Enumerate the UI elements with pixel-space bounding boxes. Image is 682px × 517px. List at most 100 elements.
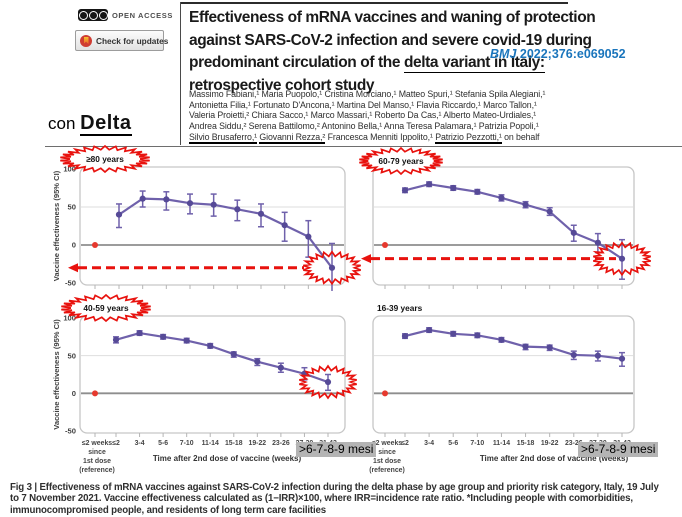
header-separator	[45, 146, 682, 147]
chart-panel-16-39-years: ≤23-45-67-1011-1415-1819-2223-2627-3031-…	[369, 303, 635, 474]
y-tick-label: 50	[68, 203, 76, 212]
x-tick-label: ≤2	[401, 440, 409, 447]
plot-box	[79, 315, 346, 434]
age-label-starburst	[359, 146, 443, 176]
authors-block: Massimo Fabiani,¹ Maria Puopolo,¹ Cristi…	[189, 89, 546, 144]
data-series	[401, 181, 626, 280]
x-tick-label: 23-26	[272, 440, 290, 447]
plot-box	[79, 166, 346, 286]
title-line-3: predominant circulation of the delta var…	[189, 54, 545, 73]
last-point-starburst	[302, 250, 362, 286]
age-group-label: 60-79 years	[378, 156, 424, 166]
paper-title: Effectiveness of mRNA vaccines and wanin…	[189, 7, 596, 97]
reference-dot	[92, 242, 98, 248]
arrowhead-left-icon	[68, 263, 78, 273]
reference-tick-label: (reference)	[79, 467, 115, 474]
x-tick-label: 3-4	[424, 440, 434, 447]
author-line: Antonietta Filia,¹ Fortunato D'Ancona,¹ …	[189, 99, 537, 110]
x-tick-label: 11-14	[493, 440, 510, 447]
x-tick-label: ≤2	[112, 440, 120, 447]
y-axis-title: Vaccine effectiveness (95% CI)	[52, 319, 61, 430]
reference-dot	[92, 390, 98, 397]
open-access-badge: OPEN ACCESS	[78, 9, 173, 21]
y-tick-label: 100	[63, 314, 76, 323]
y-tick-label: -50	[65, 427, 76, 436]
reference-tick-label: (reference)	[369, 467, 405, 474]
citation-reference: 2022;376:e069052	[516, 47, 626, 61]
x-tick-label: 15-18	[517, 440, 535, 447]
x-tick-label: 23-26	[565, 440, 583, 447]
figure-caption: Fig 3 | Effectiveness of mRNA vaccines a…	[10, 482, 659, 516]
months-highlight-right: >6-7-8-9 mesi	[578, 442, 659, 457]
reference-tick-label: since	[378, 449, 396, 456]
reference-tick-label: ≤2 weeks	[82, 440, 112, 447]
delta-highlight: Delta	[80, 112, 132, 136]
chart-panel--80-years: 100 50 0 -50 Vaccine effectiveness (95% CI) ≥…	[52, 144, 362, 291]
reference-tick-label: since	[88, 449, 106, 456]
y-tick-label: -50	[65, 279, 76, 288]
data-series	[112, 329, 332, 392]
x-axis-title: Time after 2nd dose of vaccine (weeks)	[480, 454, 629, 463]
title-underlined-phrase: delta variant in Italy:	[403, 54, 545, 73]
author-underlined: Silvio Brusaferro,¹	[189, 131, 258, 144]
x-tick-label: 15-18	[225, 440, 243, 447]
caption-line-1: Fig 3 | Effectiveness of mRNA vaccines a…	[10, 482, 659, 493]
y-tick-label: 0	[72, 389, 76, 398]
age-group-label: ≥80 years	[86, 154, 124, 164]
check-for-updates-button[interactable]: Check for updates	[75, 30, 168, 51]
chart-panel-60-79-years: 60-79 years	[359, 146, 652, 289]
author-underlined: Patrizio Pezzotti,¹	[435, 131, 502, 144]
check-for-updates-label: Check for updates	[96, 35, 169, 46]
author-underlined: Giovanni Rezza,²	[259, 131, 326, 144]
open-access-label: OPEN ACCESS	[112, 10, 173, 20]
reference-tick-label: ≤2 weeks	[372, 440, 402, 447]
journal-name: BMJ	[490, 47, 517, 61]
chart-panel-40-59-years: 100 50 0 -50 Vaccine effectiveness (95% CI) ≤…	[52, 293, 358, 474]
author-line: Massimo Fabiani,¹ Maria Puopolo,¹ Cristi…	[189, 89, 546, 99]
age-label-starburst	[61, 293, 151, 323]
caption-line-3: immunocompromised people, and residents …	[10, 504, 327, 516]
vaccine-effectiveness-figure: 100 50 0 -50 Vaccine effectiveness (95% CI) ≥…	[52, 144, 652, 474]
y-tick-label: 50	[68, 351, 76, 360]
x-tick-label: 7-10	[180, 440, 194, 447]
data-series	[115, 190, 336, 291]
x-tick-label: 19-22	[249, 440, 267, 447]
con-delta-annotation: con Delta	[48, 112, 132, 136]
plot-box	[372, 166, 635, 286]
y-tick-label: 100	[63, 165, 76, 174]
author-line: Andrea Siddu,² Serena Battilomo,² Antoni…	[189, 121, 539, 132]
reference-dot	[382, 390, 388, 397]
bmj-citation-link[interactable]: BMJ 2022;376:e069052	[490, 47, 626, 61]
x-tick-label: 5-6	[158, 440, 168, 447]
cc-license-icon	[78, 9, 108, 21]
age-group-label: 16-39 years	[377, 303, 423, 313]
author-line: Valeria Proietti,² Chiara Sacco,¹ Marco …	[189, 110, 537, 121]
y-tick-label: 0	[72, 241, 76, 250]
x-axis-title: Time after 2nd dose of vaccine (weeks)	[153, 454, 302, 463]
reference-tick-label: 1st dose	[373, 458, 401, 465]
author-line: Silvio Brusaferro,¹ Giovanni Rezza,² Fra…	[189, 131, 540, 144]
age-group-label: 40-59 years	[83, 303, 129, 313]
age-label-starburst	[60, 144, 150, 174]
x-tick-label: 7-10	[470, 440, 484, 447]
crossmark-icon	[80, 34, 92, 47]
title-line-2: against SARS-CoV-2 infection and severe …	[189, 31, 592, 49]
x-tick-label: 5-6	[448, 440, 458, 447]
reference-tick-label: 1st dose	[83, 458, 111, 465]
title-line-1: Effectiveness of mRNA vaccines and wanin…	[189, 9, 596, 26]
x-tick-label: 11-14	[202, 440, 219, 447]
arrowhead-left-icon	[361, 254, 371, 264]
last-point-starburst	[298, 364, 358, 400]
header-top-rule	[180, 2, 568, 4]
data-series	[401, 326, 626, 367]
x-tick-label: 19-22	[541, 440, 559, 447]
header-vertical-rule	[180, 2, 181, 145]
caption-line-2: to 7 November 2021. Vaccine effectivenes…	[10, 493, 633, 505]
title-line-4: retrospective cohort study	[189, 76, 375, 94]
y-axis-title: Vaccine effectiveness (95% CI)	[52, 170, 61, 281]
x-tick-label: 3-4	[135, 440, 145, 447]
months-highlight-left: >6-7-8-9 mesi	[296, 442, 377, 457]
reference-dot	[382, 242, 388, 248]
plot-box	[372, 315, 635, 434]
